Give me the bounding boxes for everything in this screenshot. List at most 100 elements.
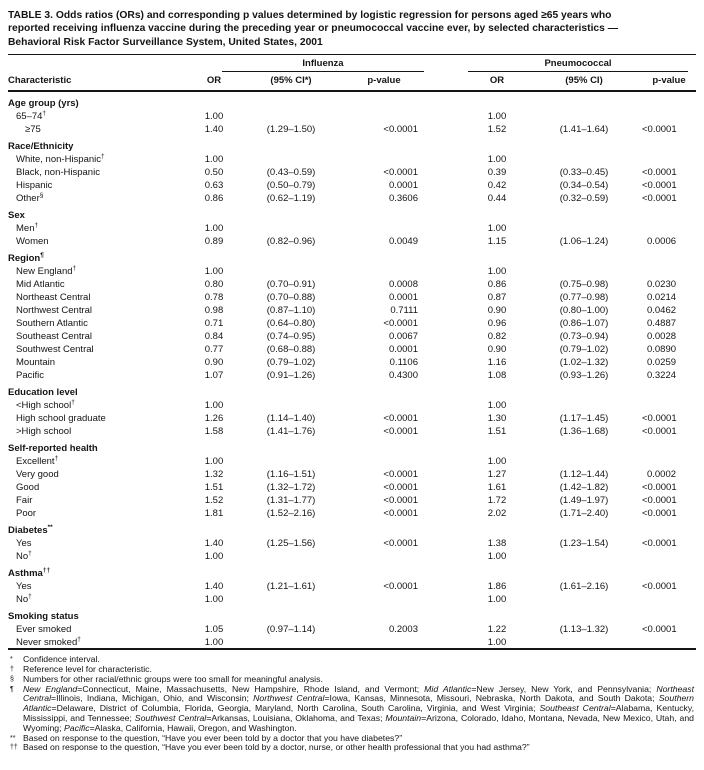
table-row: New England† 1.00 1.00 <box>8 264 696 277</box>
pneumococcal-or-cell: 1.52 <box>487 124 507 136</box>
pneumococcal-ci-header: (95% CI) <box>526 72 642 93</box>
influenza-or-cell: 1.40 <box>204 538 224 550</box>
empty-cells <box>190 381 696 398</box>
influenza-or-cell: 1.07 <box>204 370 224 382</box>
pneumococcal-or-cell: 1.22 <box>487 624 507 636</box>
influenza-ci-cell: (0.64–0.80) <box>266 318 316 330</box>
table-row: Hispanic 0.63 (0.50–0.79) 0.0001 0.42 (0.34–0… <box>8 178 696 191</box>
influenza-or-cell: 0.90 <box>204 357 224 369</box>
influenza-or-cell: 1.00 <box>204 266 224 278</box>
influenza-pvalue-cell: 0.0001 <box>388 344 418 356</box>
footnote-marker: * <box>10 656 13 664</box>
section-header-row: Sex <box>8 204 696 221</box>
influenza-group-header: Influenza <box>190 55 424 73</box>
influenza-or-cell: 1.40 <box>204 124 224 136</box>
influenza-ci-cell <box>238 454 344 467</box>
empty-cells <box>190 91 696 109</box>
influenza-ci-cell: (0.91–1.26) <box>266 370 316 382</box>
pneumococcal-or-cell: 0.90 <box>487 305 507 317</box>
influenza-pvalue-cell: <0.0001 <box>383 124 418 136</box>
pneumococcal-pvalue-cell: 0.0002 <box>646 469 677 481</box>
influenza-or-cell: 0.86 <box>204 193 224 205</box>
pneumococcal-ci-cell: (1.49–1.97) <box>559 495 609 507</box>
influenza-ci-cell: (0.87–1.10) <box>266 305 316 317</box>
pneumococcal-pvalue-cell: <0.0001 <box>642 538 677 550</box>
pneumococcal-ci-cell: (0.33–0.45) <box>559 167 609 179</box>
column-gap <box>424 290 468 303</box>
table-row: <High school† 1.00 1.00 <box>8 398 696 411</box>
footnote-reference-mark: †† <box>42 567 51 575</box>
row-label: Yes <box>16 581 32 593</box>
pneumococcal-ci-cell: (1.41–1.64) <box>559 124 609 136</box>
row-label: Sex <box>8 210 25 222</box>
row-label: Yes <box>16 538 32 550</box>
pneumococcal-pvalue-cell: <0.0001 <box>642 193 677 205</box>
pneumococcal-ci-cell <box>526 635 642 649</box>
influenza-pvalue-cell: <0.0001 <box>383 318 418 330</box>
influenza-ci-cell: (1.25–1.56) <box>266 538 316 550</box>
influenza-pvalue-cell <box>344 221 424 234</box>
influenza-ci-cell: (0.74–0.95) <box>266 331 316 343</box>
influenza-group-label: Influenza <box>222 58 424 73</box>
table-row: Southwest Central 0.77 (0.68–0.88) 0.0001 0.… <box>8 342 696 355</box>
influenza-pvalue-cell: 0.0049 <box>388 236 418 248</box>
influenza-ci-cell: (1.29–1.50) <box>266 124 316 136</box>
column-gap <box>424 342 468 355</box>
row-label: Age group (yrs) <box>8 98 79 110</box>
column-gap <box>424 579 468 592</box>
footnote-text: New England=Connecticut, Maine, Massachu… <box>23 683 695 733</box>
influenza-pvalue-cell <box>344 592 424 605</box>
footnote-reference-mark: ** <box>47 524 53 532</box>
influenza-pvalue-cell: <0.0001 <box>383 167 418 179</box>
pneumococcal-or-cell: 1.00 <box>487 400 507 412</box>
influenza-or-cell: 0.50 <box>204 167 224 179</box>
influenza-ci-cell: (1.41–1.76) <box>266 426 316 438</box>
influenza-or-cell: 0.80 <box>204 279 224 291</box>
pneumococcal-ci-cell <box>526 549 642 562</box>
influenza-pvalue-cell <box>344 454 424 467</box>
influenza-pvalue-cell: 0.1106 <box>389 357 418 369</box>
table-row: >High school 1.58 (1.41–1.76) <0.0001 1.51 (1… <box>8 424 696 437</box>
influenza-or-cell: 0.78 <box>204 292 224 304</box>
row-label: Never smoked† <box>16 636 81 649</box>
influenza-ci-cell: (1.52–2.16) <box>266 508 316 520</box>
section-header-row: Smoking status <box>8 605 696 622</box>
column-gap <box>424 234 468 247</box>
footnote-reference-mark: † <box>101 153 105 161</box>
row-label: 65–74† <box>16 110 47 123</box>
pneumococcal-or-cell: 0.90 <box>487 344 507 356</box>
pneumococcal-ci-cell <box>526 221 642 234</box>
column-gap <box>424 454 468 467</box>
empty-cells <box>190 437 696 454</box>
pneumococcal-pvalue-cell: 0.0028 <box>646 331 677 343</box>
table-title-line: Behavioral Risk Factor Surveillance Syst… <box>8 36 323 48</box>
table-title: TABLE 3. Odds ratios (ORs) and correspon… <box>8 9 698 49</box>
influenza-or-cell: 0.89 <box>204 236 224 248</box>
footnote-marker: ** <box>10 734 16 742</box>
influenza-pvalue-cell: 0.4300 <box>388 370 418 382</box>
table-row: Pacific 1.07 (0.91–1.26) 0.4300 1.08 (0.93–1.… <box>8 368 696 381</box>
influenza-pvalue-cell <box>344 635 424 649</box>
influenza-pvalue-cell: <0.0001 <box>383 482 418 494</box>
pneumococcal-or-cell: 1.61 <box>487 482 507 494</box>
influenza-or-cell: 1.58 <box>204 426 224 438</box>
pneumococcal-or-cell: 1.51 <box>487 426 507 438</box>
section-header-row: Diabetes** <box>8 519 696 536</box>
table-row: White, non-Hispanic† 1.00 1.00 <box>8 152 696 165</box>
column-gap <box>424 493 468 506</box>
influenza-or-cell: 1.32 <box>204 469 224 481</box>
column-gap <box>424 303 468 316</box>
characteristic-column-header: Characteristic <box>8 72 190 93</box>
section-header-row: Age group (yrs) <box>8 91 696 109</box>
influenza-pvalue-cell: <0.0001 <box>383 469 418 481</box>
pneumococcal-ci-cell <box>526 592 642 605</box>
influenza-pvalue-cell: 0.0001 <box>388 180 418 192</box>
empty-cells <box>190 247 696 264</box>
pneumococcal-ci-cell: (1.12–1.44) <box>559 469 609 481</box>
pneumococcal-ci-cell: (0.80–1.00) <box>559 305 609 317</box>
table-row: No† 1.00 1.00 <box>8 592 696 605</box>
row-label: Hispanic <box>16 180 53 192</box>
odds-ratio-table: Influenza Pneumococcal Characteristic OR… <box>8 54 697 651</box>
pneumococcal-or-cell: 0.39 <box>487 167 507 179</box>
row-label: Race/Ethnicity <box>8 141 74 153</box>
